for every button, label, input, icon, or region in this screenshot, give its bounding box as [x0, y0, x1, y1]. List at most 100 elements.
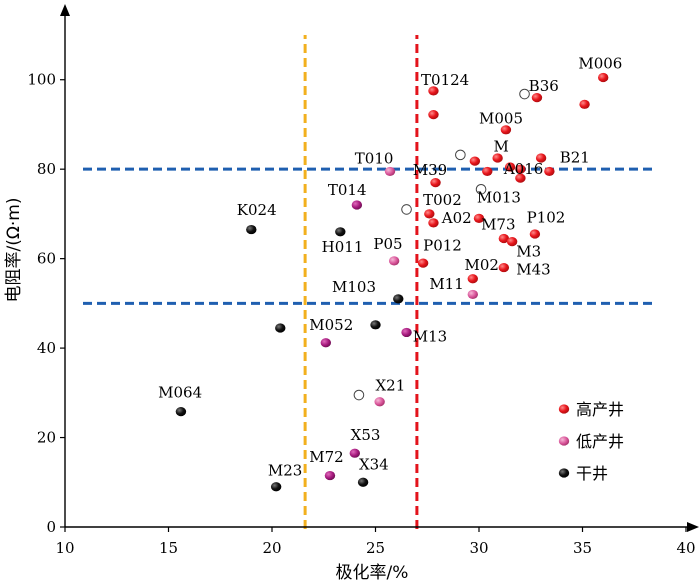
- data-point-open: [353, 389, 365, 401]
- well-label: M013: [477, 189, 521, 207]
- x-tick-label: 30: [469, 539, 488, 557]
- well-label: T010: [355, 149, 394, 167]
- data-point-magenta: [320, 338, 332, 348]
- data-point-high: [424, 209, 435, 219]
- well-label: M005: [479, 110, 523, 128]
- point-labels: M006 T0124 B36 M005 M B21 T010 M39 A016 T014 M013 K…: [158, 55, 622, 480]
- y-tick-label: 60: [37, 250, 56, 268]
- well-label: P012: [423, 237, 462, 255]
- well-label: M73: [481, 216, 515, 234]
- well-label: T014: [328, 181, 367, 199]
- well-label: M3: [516, 242, 541, 260]
- legend-marker-dry: [558, 468, 570, 478]
- y-axis-arrow: [60, 4, 70, 16]
- data-point-magenta: [349, 448, 360, 458]
- well-label: M39: [413, 161, 447, 179]
- data-point-dry: [175, 407, 187, 417]
- data-point-high: [598, 72, 609, 83]
- data-point-high: [428, 218, 439, 228]
- x-axis-arrow: [687, 522, 699, 532]
- data-point-high: [515, 173, 526, 183]
- data-point-high: [417, 258, 429, 268]
- data-point-open: [519, 88, 530, 100]
- x-tick-label: 25: [366, 539, 385, 557]
- well-label: T002: [423, 191, 462, 209]
- legend-marker-high: [558, 404, 570, 414]
- y-axis-title: 电阻率/(Ω·m): [4, 198, 24, 303]
- data-point-low: [384, 166, 396, 177]
- data-point-high: [469, 156, 481, 166]
- data-point-high: [535, 153, 547, 163]
- well-label: M43: [516, 260, 550, 278]
- well-label: M13: [413, 327, 447, 345]
- y-tick-label: 40: [37, 339, 56, 357]
- data-point-dry: [357, 477, 369, 487]
- well-label: H011: [322, 238, 364, 256]
- data-point-high: [506, 237, 518, 247]
- data-point-high: [473, 213, 485, 223]
- well-label: M: [493, 137, 508, 155]
- well-label: M064: [158, 383, 202, 401]
- data-point-high: [544, 166, 555, 177]
- data-point-low: [388, 256, 400, 266]
- data-point-high: [579, 99, 590, 109]
- legend-label-low: 低产井: [576, 432, 624, 451]
- data-point-high: [498, 262, 510, 273]
- x-axis-title: 极化率/%: [336, 563, 409, 583]
- data-points: [175, 72, 609, 492]
- x-tick-label: 40: [676, 539, 695, 557]
- data-point-high: [482, 166, 493, 177]
- data-point-dry: [335, 227, 346, 237]
- data-point-high: [504, 162, 516, 172]
- data-point-magenta: [351, 200, 363, 210]
- axes: 10 15 20 25 30 35 40 0 20 40 60 80 100: [27, 4, 699, 557]
- data-point-dry: [370, 320, 381, 330]
- data-point-high: [467, 274, 478, 284]
- well-label: P05: [373, 235, 402, 253]
- well-label: M052: [309, 316, 353, 334]
- well-label: M72: [309, 448, 343, 466]
- data-point-magenta: [324, 470, 336, 481]
- legend-marker-low: [558, 436, 570, 446]
- y-tick-label: 80: [37, 160, 56, 178]
- data-point-high: [492, 153, 503, 163]
- data-point-low: [467, 289, 478, 300]
- legend-label-high: 高产井: [576, 400, 624, 419]
- well-label: T0124: [421, 71, 469, 89]
- legend-label-dry: 干井: [576, 464, 608, 483]
- well-label: P102: [527, 208, 566, 226]
- data-point-high: [428, 110, 439, 120]
- data-point-high: [531, 93, 543, 103]
- well-label: A02: [441, 209, 472, 227]
- y-tick-label: 0: [46, 518, 56, 536]
- data-point-high: [428, 86, 439, 96]
- well-label: M23: [268, 462, 302, 480]
- x-tick-label: 20: [262, 539, 281, 557]
- data-point-dry: [393, 294, 404, 304]
- well-label: K024: [237, 201, 277, 219]
- data-point-low: [374, 397, 385, 407]
- data-point-high: [515, 164, 526, 174]
- y-tick-label: 20: [37, 429, 56, 447]
- well-label: A016: [503, 160, 543, 178]
- well-label: M103: [332, 278, 376, 296]
- y-tick-label: 100: [27, 71, 56, 89]
- data-point-high: [500, 125, 512, 135]
- x-tick-label: 15: [159, 539, 178, 557]
- x-tick-label: 35: [573, 539, 592, 557]
- data-point-dry: [270, 482, 282, 492]
- data-point-dry: [246, 224, 257, 235]
- well-label: B36: [529, 77, 559, 95]
- well-label: M11: [429, 275, 463, 293]
- x-tick-label: 10: [55, 539, 74, 557]
- data-point-open: [475, 184, 487, 195]
- well-label: M02: [465, 256, 499, 274]
- data-point-high: [498, 233, 510, 244]
- well-label: X34: [359, 456, 389, 474]
- data-point-magenta: [401, 327, 412, 338]
- data-point-open: [455, 149, 466, 161]
- data-point-open: [401, 204, 412, 215]
- well-label: X21: [376, 377, 406, 395]
